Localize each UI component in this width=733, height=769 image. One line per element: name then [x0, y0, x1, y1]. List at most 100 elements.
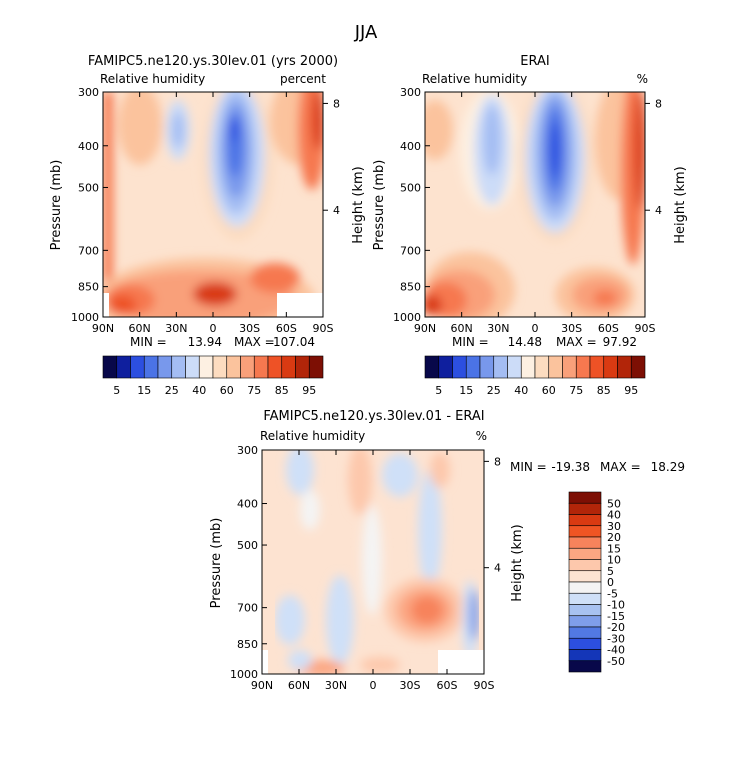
y-tick-label: 400: [237, 498, 258, 511]
panel1-max-label: MAX =: [234, 335, 275, 349]
colorbar-box: [562, 355, 577, 379]
x-tick-label: 0: [370, 679, 377, 692]
colorbar-box: [253, 355, 269, 379]
colorbar-label: -30: [607, 632, 625, 645]
colorbar-box: [568, 592, 602, 605]
colorbar-label: 60: [220, 384, 234, 397]
x-tick-label: 30N: [325, 679, 347, 692]
colorbar-label: -50: [607, 655, 625, 668]
panel2-title: ERAI: [520, 54, 549, 69]
colorbar-label: 0: [607, 576, 614, 589]
y-tick-label: 1000: [230, 668, 258, 681]
y-tick-label: 300: [237, 444, 258, 457]
panel-erai: ERAI Relative humidity %: [372, 54, 688, 397]
colorbar-box: [568, 615, 602, 628]
panel3-ylabel: Pressure (mb): [209, 518, 224, 609]
colorbar-box: [267, 355, 283, 379]
colorbar-box: [603, 355, 618, 379]
colorbar-box: [308, 355, 324, 379]
colorbar-label: 75: [569, 384, 583, 397]
panel2-max-label: MAX =: [556, 335, 597, 349]
y-tick-label: 850: [237, 638, 258, 651]
colorbar-label: 30: [607, 520, 621, 533]
colorbar-box: [568, 525, 602, 538]
panel1-min-value: 13.94: [188, 335, 222, 349]
colorbar-box: [424, 355, 440, 379]
colorbar-box: [240, 355, 255, 379]
y-tick-label: 500: [237, 539, 258, 552]
colorbar-box: [575, 355, 591, 379]
y-tick-label: 700: [237, 602, 258, 615]
colorbar-label: 5: [435, 384, 442, 397]
colorbar-label: -5: [607, 587, 618, 600]
colorbar-box: [568, 514, 602, 527]
colorbar-box: [589, 355, 605, 379]
colorbar-box: [438, 355, 453, 379]
colorbar-label: -20: [607, 621, 625, 634]
x-tick-label: 30N: [487, 322, 509, 335]
colorbar-box: [212, 355, 228, 379]
y-tick-label: 700: [400, 244, 421, 257]
colorbar-label: -40: [607, 644, 625, 657]
colorbar-label: 75: [247, 384, 261, 397]
panel1-colorbar: 5 15 25 40 60 75 85 95: [102, 355, 324, 397]
y-tick-label: 400: [400, 140, 421, 153]
panel3-min-label: MIN =: [510, 460, 547, 474]
colorbar-box: [568, 570, 602, 583]
colorbar-label: 15: [459, 384, 473, 397]
height-tick-label: 4: [333, 204, 340, 217]
x-tick-label: 30S: [400, 679, 421, 692]
panel3-min-value: -19.38: [551, 460, 590, 474]
colorbar-label: 95: [302, 384, 316, 397]
panel3-subtitle-left: Relative humidity: [260, 429, 365, 443]
colorbar-box: [568, 502, 602, 515]
height-tick-label: 8: [655, 97, 662, 110]
panel1-ylabel: Pressure (mb): [49, 160, 64, 251]
colorbar-box: [171, 355, 186, 379]
colorbar-box: [534, 355, 550, 379]
colorbar-label: 15: [607, 542, 621, 555]
colorbar-box: [479, 355, 495, 379]
x-tick-label: 0: [210, 322, 217, 335]
colorbar-label: 60: [542, 384, 556, 397]
x-tick-label: 60S: [598, 322, 619, 335]
colorbar-label: 85: [597, 384, 611, 397]
panel2-field: [425, 92, 645, 317]
panel1-field: [103, 92, 323, 317]
colorbar-box: [630, 355, 646, 379]
colorbar-box: [452, 355, 467, 379]
panel2-colorbar: 5 15 25 40 60 75 85 95: [424, 355, 646, 397]
x-tick-label: 60S: [276, 322, 297, 335]
colorbar-box: [568, 491, 602, 504]
colorbar-box: [520, 355, 536, 379]
panel3-max-value: 18.29: [651, 460, 685, 474]
height-tick-label: 4: [655, 204, 662, 217]
colorbar-box: [281, 355, 296, 379]
colorbar-label: 15: [137, 384, 151, 397]
panel1-max-value: 107.04: [273, 335, 315, 349]
colorbar-box: [185, 355, 200, 379]
colorbar-label: 10: [607, 554, 621, 567]
colorbar-box: [157, 355, 173, 379]
colorbar-box: [507, 355, 522, 379]
colorbar-box: [198, 355, 214, 379]
y-tick-label: 850: [400, 281, 421, 294]
colorbar-box: [568, 649, 602, 662]
colorbar-box: [568, 547, 602, 560]
x-tick-label: 90N: [414, 322, 436, 335]
colorbar-box: [226, 355, 241, 379]
colorbar-box: [102, 355, 118, 379]
y-tick-label: 300: [78, 86, 99, 99]
panel2-ylabel: Pressure (mb): [372, 160, 387, 251]
y-tick-label: 1000: [393, 311, 421, 324]
x-tick-label: 60N: [288, 679, 310, 692]
panel2-min-label: MIN =: [452, 335, 489, 349]
colorbar-label: 85: [275, 384, 289, 397]
y-tick-label: 700: [78, 244, 99, 257]
y-tick-label: 300: [400, 86, 421, 99]
panel3-ylabel-right: Height (km): [510, 524, 525, 601]
panel3-title: FAMIPC5.ne120.ys.30lev.01 - ERAI: [263, 409, 484, 424]
y-tick-label: 500: [400, 181, 421, 194]
colorbar-box: [548, 355, 563, 379]
